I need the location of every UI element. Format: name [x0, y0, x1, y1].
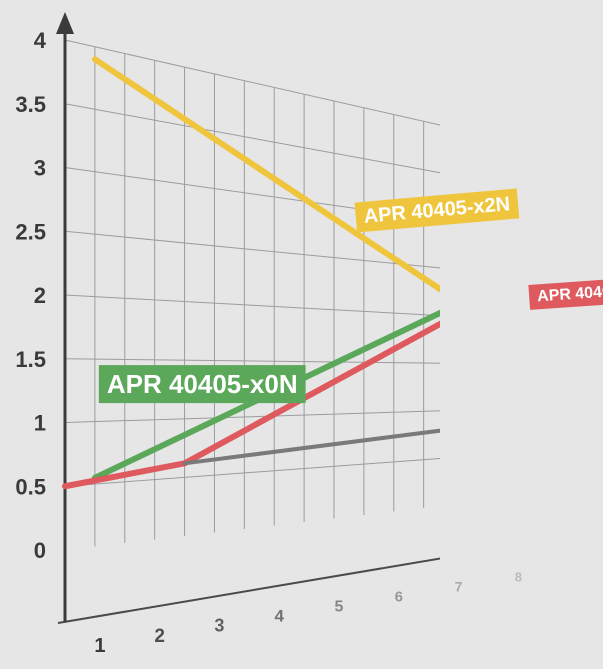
y-tick-label: 4	[34, 28, 47, 53]
y-tick-label: 0.5	[15, 474, 46, 499]
series-label: APR 40405-x	[528, 277, 603, 310]
y-axis-arrowhead	[56, 12, 74, 34]
series-label-text: APR 40405-x0N	[107, 369, 298, 399]
series-label-box	[354, 188, 520, 233]
y-tick-label: 2	[34, 283, 46, 308]
y-tick-label: 2.5	[15, 219, 46, 244]
y-tick-label: 3	[34, 156, 46, 181]
x-tick-label: 4	[274, 607, 284, 626]
series-label-text: APR 40405-x	[537, 282, 603, 306]
y-tick-label: 1.5	[15, 347, 46, 372]
x-tick-label: 6	[395, 588, 403, 605]
x-tick-label: 8	[515, 569, 522, 584]
y-tick-label: 1	[34, 411, 46, 436]
x-tick-label: 7	[455, 578, 463, 594]
series-label-box	[528, 277, 603, 310]
series-label-box	[98, 365, 306, 404]
y-tick-label: 3.5	[15, 92, 46, 117]
x-tick-label: 1	[94, 635, 105, 657]
x-tick-label: 5	[335, 599, 344, 616]
tick-labels: 0 0.5 1 1.5 2 2.5 3 3.5 4 1 2 3 4 5 6 7 8	[15, 28, 522, 657]
x-tick-label: 2	[154, 626, 165, 647]
x-tick-label: 3	[214, 616, 224, 636]
right-edge-fade	[440, 0, 603, 669]
series-label: APR 40405-x0N	[98, 365, 306, 404]
y-tick-label: 0	[34, 538, 46, 563]
